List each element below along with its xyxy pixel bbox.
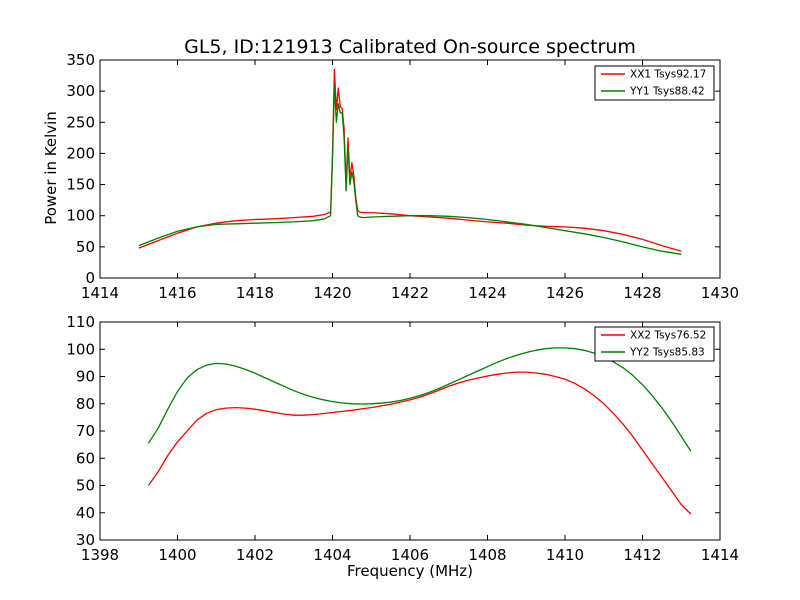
top-y-axis-label: Power in Kelvin <box>42 111 60 225</box>
bottom-x-tick-label: 1408 <box>468 546 506 564</box>
bottom-y-tick-label: 100 <box>66 340 95 358</box>
top-y-tick-label: 0 <box>85 269 95 287</box>
bottom-y-tick-label: 60 <box>76 449 95 467</box>
top-legend-box <box>594 65 715 101</box>
top-y-tick-label: 150 <box>66 176 95 194</box>
top-x-tick-label: 1424 <box>468 284 506 302</box>
bottom-panel: Frequency (MHz) 1398 1400 1402 1404 1406 1408… <box>66 313 739 580</box>
bottom-legend-label-xx2: XX2 Tsys76.52 <box>630 330 706 342</box>
top-chart-title: GL5, ID:121913 Calibrated On-source spec… <box>184 36 636 58</box>
top-panel: GL5, ID:121913 Calibrated On-source spec… <box>42 36 739 302</box>
top-y-tick-label: 350 <box>66 51 95 69</box>
bottom-y-tick-label: 80 <box>76 395 95 413</box>
bottom-x-tick-label: 1402 <box>236 546 274 564</box>
top-y-tick-label: 300 <box>66 82 95 100</box>
bottom-x-tick-label: 1410 <box>546 546 584 564</box>
bottom-y-tick-label: 70 <box>76 422 95 440</box>
top-legend-label-xx1: XX1 Tsys92.17 <box>630 69 706 81</box>
bottom-x-tick-label: 1398 <box>81 546 119 564</box>
top-y-tick-label: 50 <box>76 238 95 256</box>
bottom-x-tick-label: 1406 <box>391 546 429 564</box>
top-plot-frame <box>99 59 721 279</box>
top-y-tick-label: 100 <box>66 207 95 225</box>
top-legend: XX1 Tsys92.17 YY1 Tsys88.42 <box>594 65 715 101</box>
bottom-axis-ticks: 1398 1400 1402 1404 1406 1408 1410 1412 1414 30 40… <box>66 313 739 564</box>
top-x-tick-label: 1430 <box>701 284 739 302</box>
top-y-tick-label: 250 <box>66 113 95 131</box>
top-x-tick-label: 1418 <box>236 284 274 302</box>
bottom-y-tick-label: 30 <box>76 531 95 549</box>
top-x-tick-label: 1416 <box>158 284 196 302</box>
top-series-line-2 <box>138 85 682 255</box>
top-x-tick-label: 1426 <box>546 284 584 302</box>
bottom-x-tick-label: 1412 <box>623 546 661 564</box>
bottom-legend-label-yy2: YY2 Tsys85.83 <box>629 347 705 359</box>
bottom-legend-box <box>594 326 715 362</box>
bottom-legend: XX2 Tsys76.52 YY2 Tsys85.83 <box>594 326 715 362</box>
bottom-y-tick-label: 110 <box>66 313 95 331</box>
bottom-series-line-1 <box>147 371 692 515</box>
bottom-y-tick-label: 50 <box>76 477 95 495</box>
top-y-tick-label: 200 <box>66 144 95 162</box>
bottom-x-tick-label: 1414 <box>701 546 739 564</box>
bottom-y-tick-label: 90 <box>76 368 95 386</box>
top-plot-lines <box>138 68 682 255</box>
bottom-y-tick-label: 40 <box>76 504 95 522</box>
top-x-tick-label: 1422 <box>391 284 429 302</box>
bottom-x-tick-label: 1400 <box>158 546 196 564</box>
top-x-tick-label: 1414 <box>81 284 119 302</box>
bottom-plot-frame <box>99 321 721 541</box>
top-x-tick-label: 1420 <box>313 284 351 302</box>
bottom-plot-lines <box>147 347 692 515</box>
bottom-x-tick-label: 1404 <box>313 546 351 564</box>
bottom-x-axis-label: Frequency (MHz) <box>347 562 473 580</box>
top-legend-label-yy1: YY1 Tsys88.42 <box>629 86 705 98</box>
bottom-series-line-2 <box>147 347 692 452</box>
top-x-tick-label: 1428 <box>623 284 661 302</box>
top-axis-ticks: 1414 1416 1418 1420 1422 1424 1426 1428 1430 0 50 1… <box>66 51 739 302</box>
